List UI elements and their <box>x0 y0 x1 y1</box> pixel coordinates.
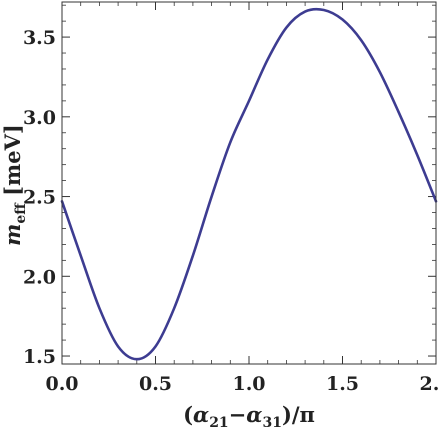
y-tick-label: 3.0 <box>23 107 56 129</box>
x-axis-title: (α21−α31)/π <box>183 402 315 431</box>
x-tick-label: 1.5 <box>326 373 359 395</box>
x-tick-label: 1.0 <box>232 373 265 395</box>
tick-labels: 0.0 0.5 1.0 1.5 2.0 1.5 2.0 2.5 3.0 3.5 <box>23 27 440 395</box>
y-tick-label: 2.0 <box>23 266 56 288</box>
major-ticks <box>61 2 437 364</box>
y-tick-label: 3.5 <box>23 27 56 49</box>
x-tick-label: 0.5 <box>139 373 172 395</box>
y-tick-label: 2.5 <box>23 187 56 209</box>
y-axis-title: meff [meV] <box>0 124 29 246</box>
minor-ticks <box>62 2 436 364</box>
x-tick-label: 2.0 <box>419 373 440 395</box>
y-tick-label: 1.5 <box>23 346 56 368</box>
series-line <box>60 7 438 361</box>
x-tick-label: 0.0 <box>45 373 78 395</box>
plot-frame <box>61 1 437 365</box>
